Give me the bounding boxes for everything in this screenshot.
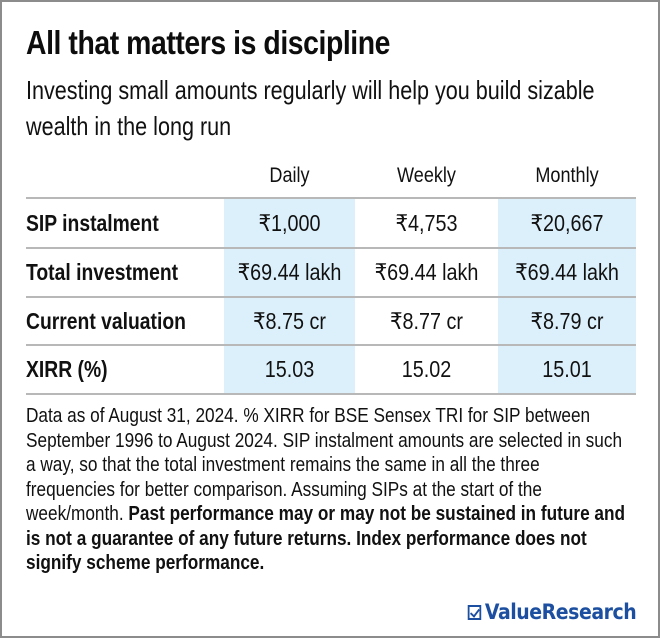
page-title: All that matters is discipline bbox=[26, 24, 391, 61]
cell-daily: ₹8.75 cr bbox=[252, 308, 327, 334]
subtitle: Investing small amounts regularly will h… bbox=[26, 75, 595, 141]
column-header-monthly: Monthly bbox=[535, 164, 599, 187]
row-label: XIRR (%) bbox=[26, 356, 108, 382]
cell-weekly: ₹69.44 lakh bbox=[374, 259, 479, 285]
divider bbox=[26, 393, 636, 395]
cell-daily: ₹69.44 lakh bbox=[237, 259, 342, 285]
footnote-text: Data as of August 31, 2024. % XIRR for B… bbox=[26, 404, 623, 525]
cell-weekly: 15.02 bbox=[401, 356, 452, 382]
cell-monthly: ₹69.44 lakh bbox=[515, 259, 619, 285]
footnote: Data as of August 31, 2024. % XIRR for B… bbox=[26, 404, 631, 576]
brand-name: ValueResearch bbox=[484, 600, 637, 624]
row-label: Total investment bbox=[26, 259, 179, 285]
cell-weekly: ₹4,753 bbox=[395, 210, 458, 236]
cell-monthly: ₹20,667 bbox=[530, 210, 604, 236]
cell-monthly: ₹8.79 cr bbox=[530, 308, 604, 334]
column-header-daily: Daily bbox=[269, 164, 310, 187]
table-row: Current valuation ₹8.75 cr ₹8.77 cr ₹8.7… bbox=[26, 298, 636, 346]
row-label: Current valuation bbox=[26, 308, 186, 334]
table-row: Total investment ₹69.44 lakh ₹69.44 lakh… bbox=[26, 249, 636, 297]
table-row: XIRR (%) 15.03 15.02 15.01 bbox=[26, 346, 636, 394]
column-header-weekly: Weekly bbox=[397, 164, 456, 187]
disclaimer-text: Past performance may or may not be susta… bbox=[26, 502, 626, 574]
divider bbox=[26, 247, 636, 249]
cell-monthly: 15.01 bbox=[542, 356, 592, 382]
checkbox-icon bbox=[467, 604, 481, 620]
cell-daily: ₹1,000 bbox=[258, 210, 321, 236]
table-row: SIP instalment ₹1,000 ₹4,753 ₹20,667 bbox=[26, 200, 636, 248]
row-label: SIP instalment bbox=[26, 210, 159, 236]
cell-daily: 15.03 bbox=[264, 356, 315, 382]
divider bbox=[26, 344, 636, 346]
divider bbox=[26, 197, 636, 199]
cell-weekly: ₹8.77 cr bbox=[389, 308, 464, 334]
brand-logo: ValueResearch bbox=[467, 600, 636, 624]
divider bbox=[26, 296, 636, 298]
